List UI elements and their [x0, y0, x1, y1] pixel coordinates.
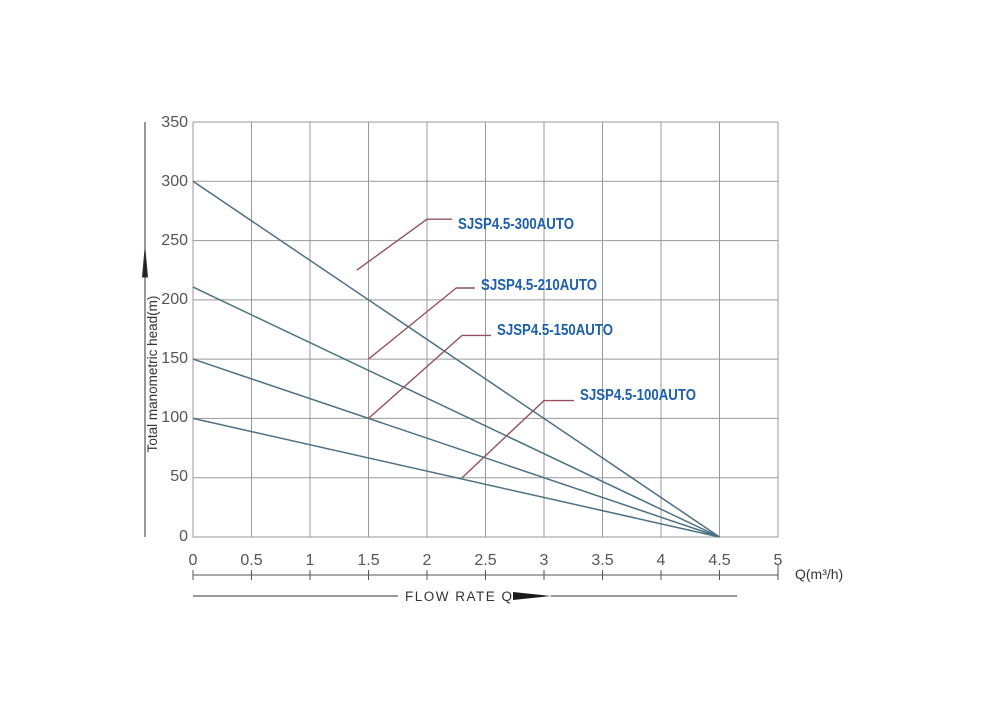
svg-text:3.5: 3.5 [591, 552, 613, 569]
svg-text:100: 100 [161, 409, 188, 426]
svg-text:Q(m³/h): Q(m³/h) [795, 566, 843, 582]
svg-text:350: 350 [161, 114, 188, 131]
svg-text:4.5: 4.5 [708, 552, 730, 569]
svg-text:1: 1 [306, 552, 315, 569]
svg-text:200: 200 [161, 291, 188, 308]
svg-text:0: 0 [179, 528, 188, 545]
svg-text:SJSP4.5-100AUTO: SJSP4.5-100AUTO [580, 387, 696, 404]
svg-text:FLOW RATE Q: FLOW RATE Q [405, 589, 514, 604]
svg-text:250: 250 [161, 232, 188, 249]
svg-text:0.5: 0.5 [240, 552, 262, 569]
svg-text:3: 3 [540, 552, 549, 569]
svg-text:SJSP4.5-300AUTO: SJSP4.5-300AUTO [458, 216, 574, 233]
svg-text:Total manometric head(m): Total manometric head(m) [145, 296, 160, 453]
svg-text:50: 50 [170, 468, 188, 485]
svg-text:2.5: 2.5 [474, 552, 496, 569]
svg-text:300: 300 [161, 173, 188, 190]
svg-text:SJSP4.5-150AUTO: SJSP4.5-150AUTO [497, 322, 613, 339]
svg-text:150: 150 [161, 350, 188, 367]
svg-text:1.5: 1.5 [357, 552, 379, 569]
svg-text:SJSP4.5-210AUTO: SJSP4.5-210AUTO [481, 277, 597, 294]
svg-text:4: 4 [657, 552, 666, 569]
svg-text:2: 2 [423, 552, 432, 569]
svg-text:0: 0 [189, 552, 198, 569]
